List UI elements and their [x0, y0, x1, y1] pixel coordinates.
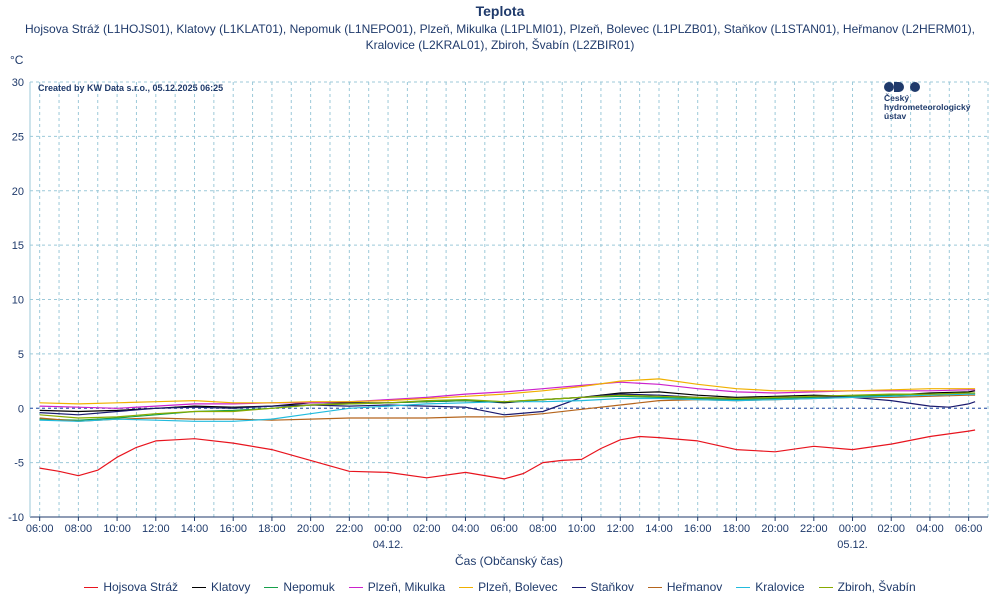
- y-tick-label: 5: [18, 349, 24, 361]
- legend-label: Nepomuk: [283, 580, 335, 594]
- x-tick-label: 06:00: [26, 523, 54, 535]
- legend-swatch-icon: [818, 586, 833, 588]
- legend-item[interactable]: Plzeň, Bolevec: [459, 580, 558, 594]
- legend-swatch-icon: [571, 586, 586, 588]
- x-tick-label: 06:00: [955, 523, 983, 535]
- x-tick-label: 18:00: [258, 523, 286, 535]
- logo-line-3: ústav: [884, 111, 907, 121]
- x-tick-label: 08:00: [65, 523, 93, 535]
- y-tick-label: 30: [12, 77, 24, 89]
- legend-item[interactable]: Kralovice: [736, 580, 805, 594]
- x-tick-label: 08:00: [529, 523, 557, 535]
- logo-line-1: Český: [884, 93, 910, 103]
- x-tick-label: 00:00: [839, 523, 867, 535]
- legend-item[interactable]: Klatovy: [192, 580, 250, 594]
- legend-label: Plzeň, Bolevec: [478, 580, 558, 594]
- legend-swatch-icon: [264, 586, 279, 588]
- legend-item[interactable]: Zbiroh, Švabín: [818, 580, 916, 594]
- legend-label: Hojsova Stráž: [103, 580, 179, 594]
- x-tick-label: 06:00: [490, 523, 518, 535]
- legend-swatch-icon: [348, 586, 363, 588]
- chart-subtitle: Hojsova Stráž (L1HOJS01), Klatovy (L1KLA…: [25, 22, 975, 52]
- legend-swatch-icon: [459, 586, 474, 588]
- date-label: 05.12.: [837, 539, 868, 551]
- legend-item[interactable]: Heřmanov: [647, 580, 723, 594]
- date-label: 04.12.: [373, 539, 404, 551]
- x-tick-label: 04:00: [916, 523, 944, 535]
- series-line-sta-kov: [39, 393, 976, 416]
- x-tick-label: 22:00: [800, 523, 828, 535]
- x-axis-label: Čas (Občanský čas): [455, 553, 563, 568]
- x-tick-label: 10:00: [103, 523, 131, 535]
- x-tick-label: 12:00: [142, 523, 170, 535]
- x-tick-label: 04:00: [452, 523, 480, 535]
- x-tick-label: 20:00: [297, 523, 325, 535]
- x-tick-label: 10:00: [568, 523, 596, 535]
- chart-legend: Hojsova Stráž Klatovy Nepomuk Plzeň, Mikulk…: [0, 580, 1000, 594]
- x-tick-label: 16:00: [219, 523, 247, 535]
- x-tick-label: 18:00: [723, 523, 751, 535]
- legend-label: Klatovy: [211, 580, 251, 594]
- logo-mark-icon: [884, 82, 994, 92]
- legend-swatch-icon: [647, 586, 662, 588]
- y-tick-label: 20: [12, 186, 24, 198]
- y-tick-label: 15: [12, 240, 24, 252]
- legend-label: Kralovice: [755, 580, 805, 594]
- chmu-logo: Český hydrometeorologický ústav: [884, 82, 994, 121]
- x-tick-label: 12:00: [607, 523, 635, 535]
- x-tick-label: 14:00: [181, 523, 209, 535]
- credit-text: Created by KW Data s.r.o., 05.12.2025 06…: [38, 83, 224, 93]
- x-tick-label: 00:00: [374, 523, 402, 535]
- legend-item[interactable]: Hojsova Stráž: [84, 580, 178, 594]
- y-tick-label: -10: [8, 512, 24, 524]
- y-tick-label: 0: [18, 403, 24, 415]
- x-tick-label: 22:00: [336, 523, 364, 535]
- legend-item[interactable]: Nepomuk: [264, 580, 335, 594]
- x-tick-label: 20:00: [761, 523, 789, 535]
- series-line-zbiroh-vab-n: [39, 392, 976, 419]
- y-tick-label: 25: [12, 131, 24, 143]
- series-line-hojsova-str-: [39, 429, 976, 480]
- legend-swatch-icon: [736, 586, 751, 588]
- x-tick-label: 02:00: [877, 523, 905, 535]
- legend-label: Plzeň, Mikulka: [367, 580, 446, 594]
- series-line-plze-bolevec: [39, 378, 976, 405]
- y-tick-label: 10: [12, 295, 24, 307]
- legend-label: Zbiroh, Švabín: [837, 580, 916, 594]
- logo-line-2: hydrometeorologický: [884, 102, 971, 112]
- y-axis-unit: °C: [10, 53, 24, 67]
- legend-swatch-icon: [84, 586, 99, 588]
- legend-label: Staňkov: [590, 580, 634, 594]
- series-line-kralovice: [39, 393, 976, 422]
- y-tick-label: -5: [14, 458, 24, 470]
- x-tick-label: 14:00: [645, 523, 673, 535]
- legend-item[interactable]: Staňkov: [571, 580, 634, 594]
- legend-item[interactable]: Plzeň, Mikulka: [348, 580, 446, 594]
- legend-label: Heřmanov: [666, 580, 723, 594]
- x-tick-label: 16:00: [684, 523, 712, 535]
- chart-title: Teplota: [475, 3, 525, 19]
- x-tick-label: 02:00: [413, 523, 441, 535]
- legend-swatch-icon: [192, 586, 207, 588]
